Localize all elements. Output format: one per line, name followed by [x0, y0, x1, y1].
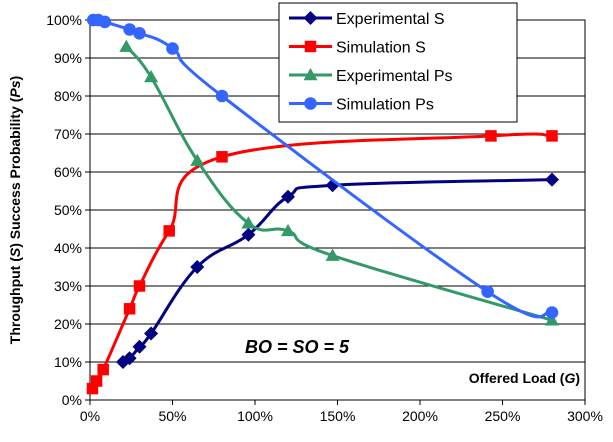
data-point-square — [485, 130, 497, 142]
data-point-triangle — [190, 153, 205, 166]
annotation-bo-so: BO = SO = 5 — [245, 337, 350, 357]
legend: Experimental S Simulation S Experimental P… — [278, 2, 518, 123]
data-point-triangle — [303, 68, 318, 81]
y-tick-label: 0% — [62, 392, 82, 408]
y-axis-label-part: Throughput ( — [7, 257, 23, 344]
data-point-circle — [304, 97, 317, 110]
legend-item: Simulation Ps — [289, 97, 434, 114]
data-point-square — [133, 280, 146, 292]
series-simulation-ps — [87, 13, 559, 319]
data-point-triangle — [119, 39, 134, 52]
y-tick-label: 10% — [54, 354, 82, 370]
data-point-diamond — [190, 260, 205, 274]
data-point-diamond — [545, 172, 559, 187]
x-tick-label: 250% — [485, 408, 521, 424]
y-tick-label: 60% — [54, 164, 82, 180]
legend-item: Experimental S — [289, 11, 445, 28]
x-tick-label: 100% — [237, 408, 273, 424]
data-point-diamond — [122, 351, 137, 366]
annotation-offered-load: Offered Load (G) — [469, 370, 580, 386]
data-point-diamond — [303, 11, 318, 25]
y-tick-label: 50% — [54, 202, 82, 218]
data-point-square — [86, 382, 99, 395]
y-tick-label: 20% — [54, 316, 82, 332]
y-axis-label: Throughput (S) Success Probability (Ps) — [7, 76, 23, 344]
y-axis-ticks: 0% 10% 20% 30% 40% 50% 60% 70% 80% 90% 100% — [46, 12, 90, 408]
offered-load-prefix: Offered Load ( — [469, 370, 565, 386]
data-point-circle — [545, 306, 559, 319]
data-point-square — [123, 303, 136, 315]
data-point-triangle — [281, 223, 295, 237]
x-tick-label: 200% — [402, 408, 438, 424]
data-point-circle — [133, 27, 146, 40]
data-point-circle — [481, 285, 494, 299]
data-point-diamond — [241, 227, 256, 242]
x-axis-ticks: 0% 50% 100% 150% 200% 250% 300% — [80, 400, 603, 424]
series-experimental-ps — [119, 39, 559, 326]
offered-load-variable: G — [564, 370, 575, 386]
data-point-square — [216, 151, 228, 163]
legend-label: Experimental Ps — [336, 68, 453, 85]
x-tick-label: 0% — [80, 408, 100, 424]
legend-label: Simulation S — [336, 40, 426, 57]
data-point-triangle — [545, 313, 559, 326]
series-simulation-s — [86, 130, 558, 395]
data-point-square — [97, 363, 109, 376]
data-point-square — [90, 375, 103, 387]
data-point-diamond — [132, 339, 147, 354]
legend-item: Simulation S — [289, 40, 426, 57]
x-tick-label: 150% — [320, 408, 356, 424]
y-tick-label: 70% — [54, 126, 82, 142]
y-axis-label-part: S — [7, 247, 23, 257]
data-point-triangle — [325, 248, 340, 261]
data-point-circle — [123, 23, 136, 36]
data-point-diamond — [281, 189, 295, 204]
y-axis-label-part: Ps — [7, 80, 23, 97]
data-point-triangle — [241, 216, 256, 229]
y-tick-label: 90% — [54, 50, 82, 66]
y-tick-label: 40% — [54, 240, 82, 256]
y-axis-label-part: ) Success Probability ( — [7, 97, 23, 247]
data-point-circle — [215, 89, 229, 103]
y-tick-label: 30% — [54, 278, 82, 294]
data-point-circle — [98, 15, 112, 29]
x-tick-label: 300% — [567, 408, 603, 424]
y-axis-label-part: ) — [7, 76, 23, 81]
data-point-triangle — [144, 70, 159, 83]
data-point-circle — [166, 42, 179, 55]
y-tick-label: 100% — [46, 12, 82, 28]
series-line — [125, 45, 553, 322]
data-point-square — [163, 225, 175, 237]
data-point-square — [546, 130, 558, 142]
data-point-square — [304, 40, 317, 53]
x-tick-label: 50% — [158, 408, 186, 424]
series-group — [86, 13, 559, 395]
legend-label: Experimental S — [336, 11, 445, 28]
legend-label: Simulation Ps — [336, 97, 434, 114]
data-point-diamond — [144, 326, 159, 341]
legend-item: Experimental Ps — [289, 68, 453, 85]
y-tick-label: 80% — [54, 88, 82, 104]
legend-items: Experimental S Simulation S Experimental P… — [289, 11, 453, 114]
offered-load-suffix: ) — [575, 370, 580, 386]
